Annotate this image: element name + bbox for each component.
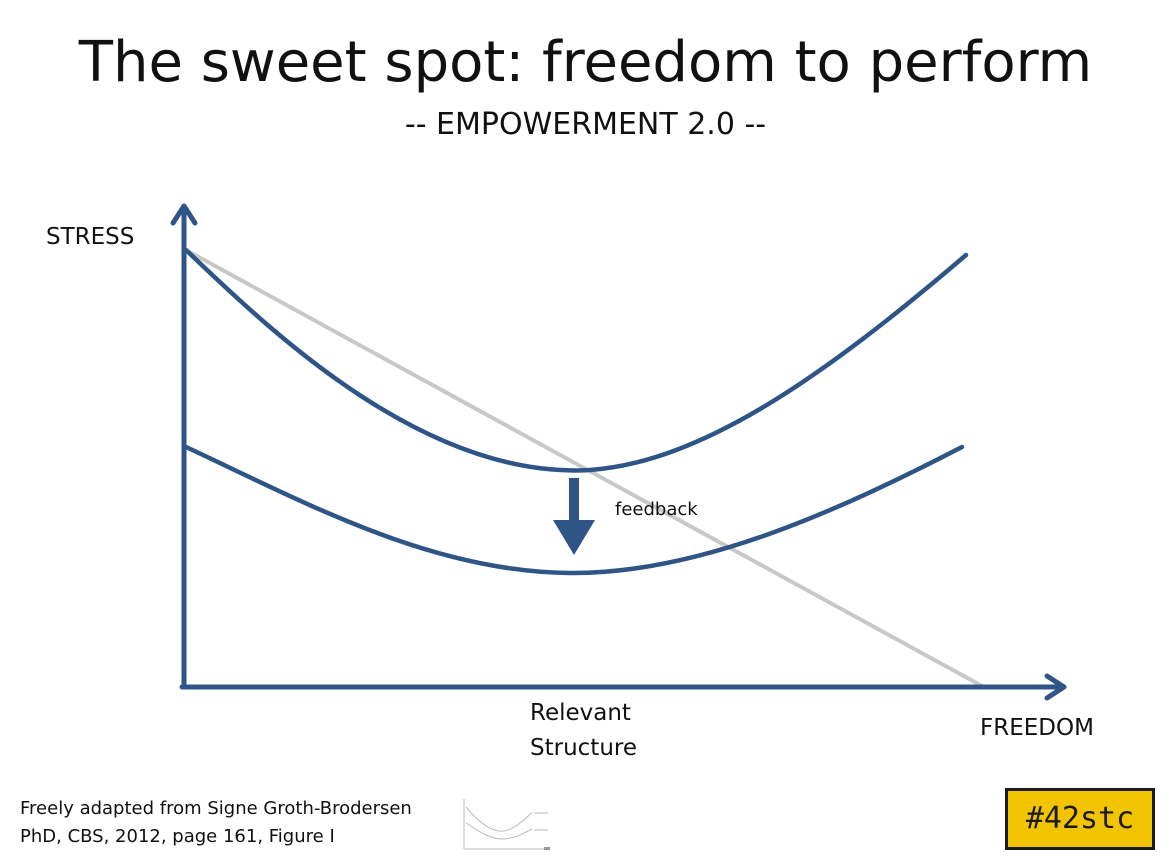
slide-title: The sweet spot: freedom to perform (78, 30, 1093, 95)
upper-stress-curve (183, 247, 969, 473)
feedback-label: feedback (615, 499, 698, 520)
source-credit: Freely adapted from Signe Groth-Broderse… (20, 795, 412, 851)
slide-subtitle: -- EMPOWERMENT 2.0 -- (404, 107, 767, 142)
relevant-structure-line1: Relevant (530, 700, 631, 726)
x-axis-arrowhead (1044, 673, 1067, 701)
diagonal-reference-line (184, 248, 984, 688)
relevant-structure-label: Relevant Structure (530, 696, 660, 766)
source-credit-line1: Freely adapted from Signe Groth-Broderse… (20, 798, 412, 819)
feedback-arrow-head (553, 520, 595, 555)
y-axis-arrowhead (170, 203, 198, 226)
x-axis-label: FREEDOM (980, 715, 1094, 741)
lower-stress-curve (183, 444, 965, 576)
y-axis-label: STRESS (46, 224, 135, 250)
relevant-structure-line2: Structure (530, 735, 637, 761)
original-figure-thumbnail (463, 799, 550, 850)
source-credit-line2: PhD, CBS, 2012, page 161, Figure I (20, 826, 335, 847)
hashtag-badge: #42stc (1005, 788, 1155, 850)
